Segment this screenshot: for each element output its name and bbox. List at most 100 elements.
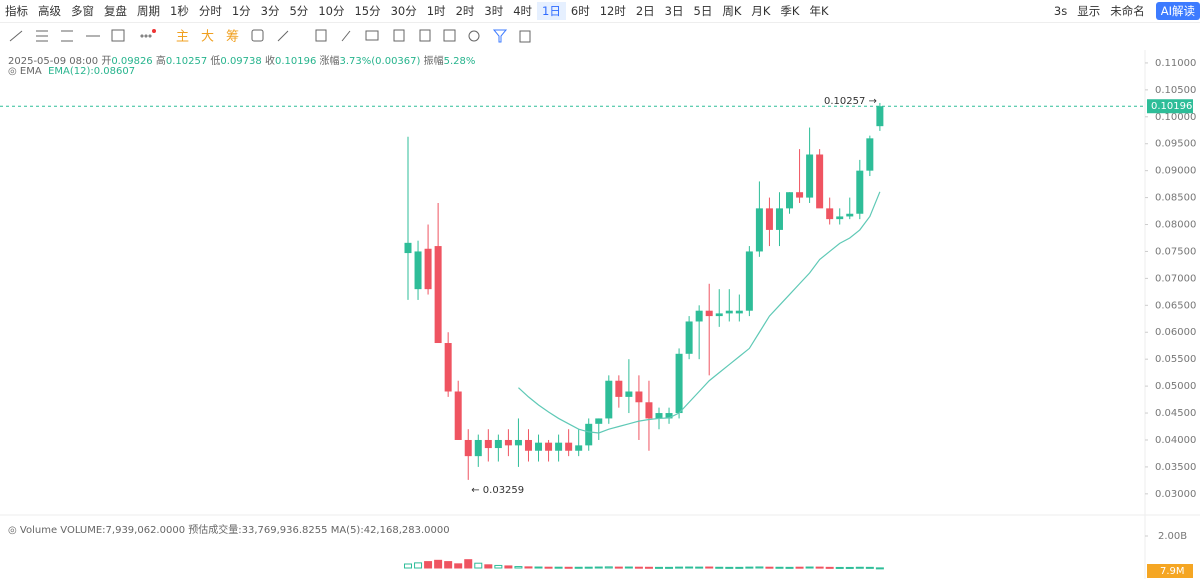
toolbar-button[interactable]: 多窗 [71, 4, 94, 18]
field-label: 低 [210, 56, 221, 67]
y-tick-label: 0.06000 [1155, 327, 1196, 338]
volume-bar [875, 567, 884, 570]
candle-body [484, 439, 492, 449]
volume-bar [865, 566, 874, 569]
candle-body [585, 423, 593, 446]
candle-body [635, 391, 643, 403]
toolbar-button[interactable]: 分时 [198, 4, 222, 18]
candle-body [454, 391, 462, 440]
tool-button[interactable]: 大 [201, 30, 214, 45]
volume-bar [584, 566, 593, 569]
toolbar-button[interactable]: 30分 [390, 4, 417, 18]
dot [152, 29, 156, 33]
candle-body [444, 343, 452, 392]
volume-bar [554, 566, 563, 569]
volume-bar [544, 566, 553, 569]
volume-bar [614, 566, 623, 569]
candle-body [514, 439, 522, 446]
field-value: 0.09826 [111, 56, 153, 67]
toolbar-button[interactable]: 周期 [137, 4, 160, 18]
volume-field: 预估成交量:33,769,936.8255 [188, 525, 328, 536]
volume-bar [504, 565, 513, 569]
toolbar-button[interactable]: 3时 [484, 4, 504, 18]
low-label: ← 0.03259 [471, 485, 524, 496]
toolbar-button[interactable]: 6时 [570, 4, 590, 18]
toolbar-button[interactable]: 5日 [693, 4, 713, 18]
y-tick-label: 0.03500 [1155, 462, 1196, 473]
candle-body [464, 439, 472, 457]
last-price-label: 0.10196 [1151, 101, 1192, 112]
toolbar-button[interactable]: 15分 [354, 4, 381, 18]
volume-bar [534, 566, 543, 569]
candle-body [645, 402, 653, 419]
toolbar-button[interactable]: 12时 [599, 4, 626, 18]
toolbar-button[interactable]: 周K [722, 4, 742, 18]
volume-bar [494, 564, 503, 569]
toolbar-button[interactable]: 1秒 [170, 4, 189, 18]
field-label: 高 [155, 56, 166, 67]
toolbar-button[interactable]: 年K [809, 4, 829, 18]
toolbar-button[interactable]: 复盘 [104, 4, 127, 18]
volume-bar [594, 566, 603, 569]
candle-body [685, 321, 693, 354]
toolbar-button[interactable]: 季K [780, 4, 800, 18]
candle-body [625, 391, 633, 397]
volume-bar [795, 566, 804, 569]
candle-body [565, 442, 573, 451]
volume-bar [434, 559, 443, 569]
volume-bar [655, 566, 663, 569]
tool-button[interactable]: 主 [176, 30, 189, 45]
y-tick-label: 0.10500 [1155, 85, 1196, 96]
toolbar-button[interactable]: 2时 [455, 4, 475, 18]
toolbar-button[interactable]: 显示 [1077, 4, 1101, 18]
candle-body [876, 106, 884, 127]
field-value: 0.09738 [220, 56, 262, 67]
toolbar-button[interactable]: 月K [751, 4, 771, 18]
candle-body [856, 170, 864, 214]
candle-body [575, 445, 583, 451]
candle-body [555, 442, 563, 451]
candle-body [535, 442, 543, 451]
last-price-box [1147, 99, 1193, 114]
ema-name: EMA [19, 66, 42, 77]
toolbar-button[interactable]: 10分 [318, 4, 345, 18]
toolbar-button[interactable]: 5分 [289, 4, 309, 18]
toolbar-button[interactable]: 未命名 [1110, 4, 1145, 18]
candle-body [504, 439, 512, 446]
toolbar-button[interactable]: 1分 [231, 4, 251, 18]
volume-bar [444, 561, 453, 569]
volume-tick-label: 2.00B [1158, 531, 1187, 542]
candle-body [404, 242, 412, 254]
candle-body [434, 246, 442, 344]
volume-bar [715, 566, 724, 569]
volume-bar [835, 566, 844, 569]
volume-bar [855, 566, 864, 569]
ema-legend: ◎ EMA EMA(12):0.08607 [8, 66, 136, 77]
toolbar-button[interactable]: 3日 [664, 4, 684, 18]
volume-bar [725, 566, 734, 569]
toolbar-button[interactable]: 3s [1053, 4, 1068, 18]
candle-body [474, 439, 482, 457]
toolbar-button[interactable]: 3分 [260, 4, 280, 18]
toolbar-button[interactable]: 指标 [5, 4, 28, 18]
field-value: 5.28% [443, 56, 476, 67]
volume-bar [735, 566, 744, 569]
volume-bar [665, 566, 674, 569]
toolbar-button[interactable]: 2日 [635, 4, 655, 18]
toolbar-button[interactable]: 高级 [38, 4, 61, 18]
datetime: 2025-05-09 08:00 [8, 56, 99, 67]
candle-body [705, 310, 713, 317]
candle-body [605, 380, 613, 419]
toolbar-button[interactable]: 4时 [513, 4, 533, 18]
field-value: 3.73%(0.00367) [339, 56, 421, 67]
tool-button[interactable]: 筹 [226, 29, 239, 45]
toolbar-button[interactable]: 1时 [426, 4, 446, 18]
volume-last-box [1147, 564, 1193, 578]
volume-bar [765, 566, 774, 569]
candle-body [545, 442, 553, 451]
ai-button[interactable]: AI解读 [1155, 2, 1200, 20]
candle-body [414, 251, 422, 290]
candle-body [826, 208, 834, 220]
candle-body [615, 380, 623, 397]
toolbar-button[interactable]: 1日 [537, 2, 566, 20]
